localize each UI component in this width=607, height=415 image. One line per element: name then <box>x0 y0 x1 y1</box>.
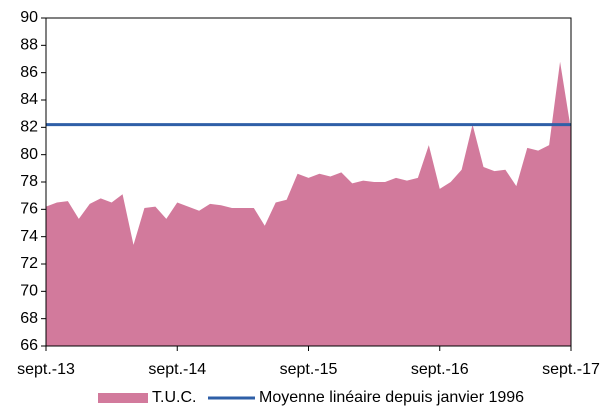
legend-swatch <box>98 393 148 403</box>
area <box>46 61 571 346</box>
x-tick-label: sept.-16 <box>411 361 469 378</box>
y-tick-label: 70 <box>20 283 38 300</box>
x-tick-label: sept.-15 <box>280 361 338 378</box>
x-tick-label: sept.-13 <box>17 361 75 378</box>
y-tick-label: 68 <box>20 310 38 327</box>
y-tick-label: 66 <box>20 337 38 354</box>
y-tick-label: 86 <box>20 64 38 81</box>
y-tick-label: 76 <box>20 201 38 218</box>
y-tick-label: 72 <box>20 255 38 272</box>
legend-label: Moyenne linéaire depuis janvier 1996 <box>259 389 524 406</box>
y-tick-label: 84 <box>20 91 38 108</box>
y-tick-label: 78 <box>20 173 38 190</box>
y-tick-label: 82 <box>20 119 38 136</box>
y-tick-label: 80 <box>20 146 38 163</box>
y-tick-label: 88 <box>20 37 38 54</box>
x-tick-label: sept.-17 <box>542 361 600 378</box>
y-tick-label: 90 <box>20 9 38 26</box>
x-tick-label: sept.-14 <box>148 361 206 378</box>
legend-label: T.U.C. <box>152 389 196 406</box>
y-tick-label: 74 <box>20 228 38 245</box>
